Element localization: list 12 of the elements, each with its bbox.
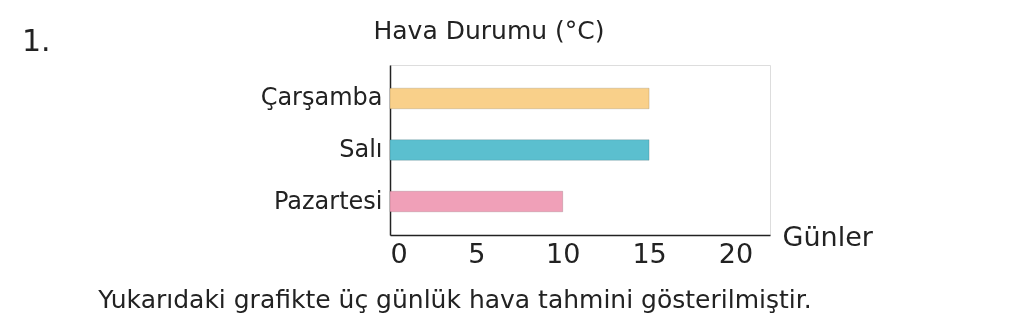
x-tick-label: 15 [632,237,667,269]
chart-title: Hava Durumu (°C) [373,15,605,45]
y-tick-label: Salı [339,135,383,163]
y-tick-label: Pazartesi [273,186,383,215]
x-axis-title: Günler [782,220,874,252]
text: 1. [22,23,51,58]
y-tick-label: Çarşamba [260,83,383,112]
x-tick-label: 20 [718,237,754,269]
x-tick-label: 5 [468,237,486,269]
x-tick-label: 10 [546,237,581,269]
x-tick-label: 0 [390,237,408,269]
text: Yukarıdaki grafikte üç günlük hava tahmini gösterilmiştir. [97,285,812,314]
